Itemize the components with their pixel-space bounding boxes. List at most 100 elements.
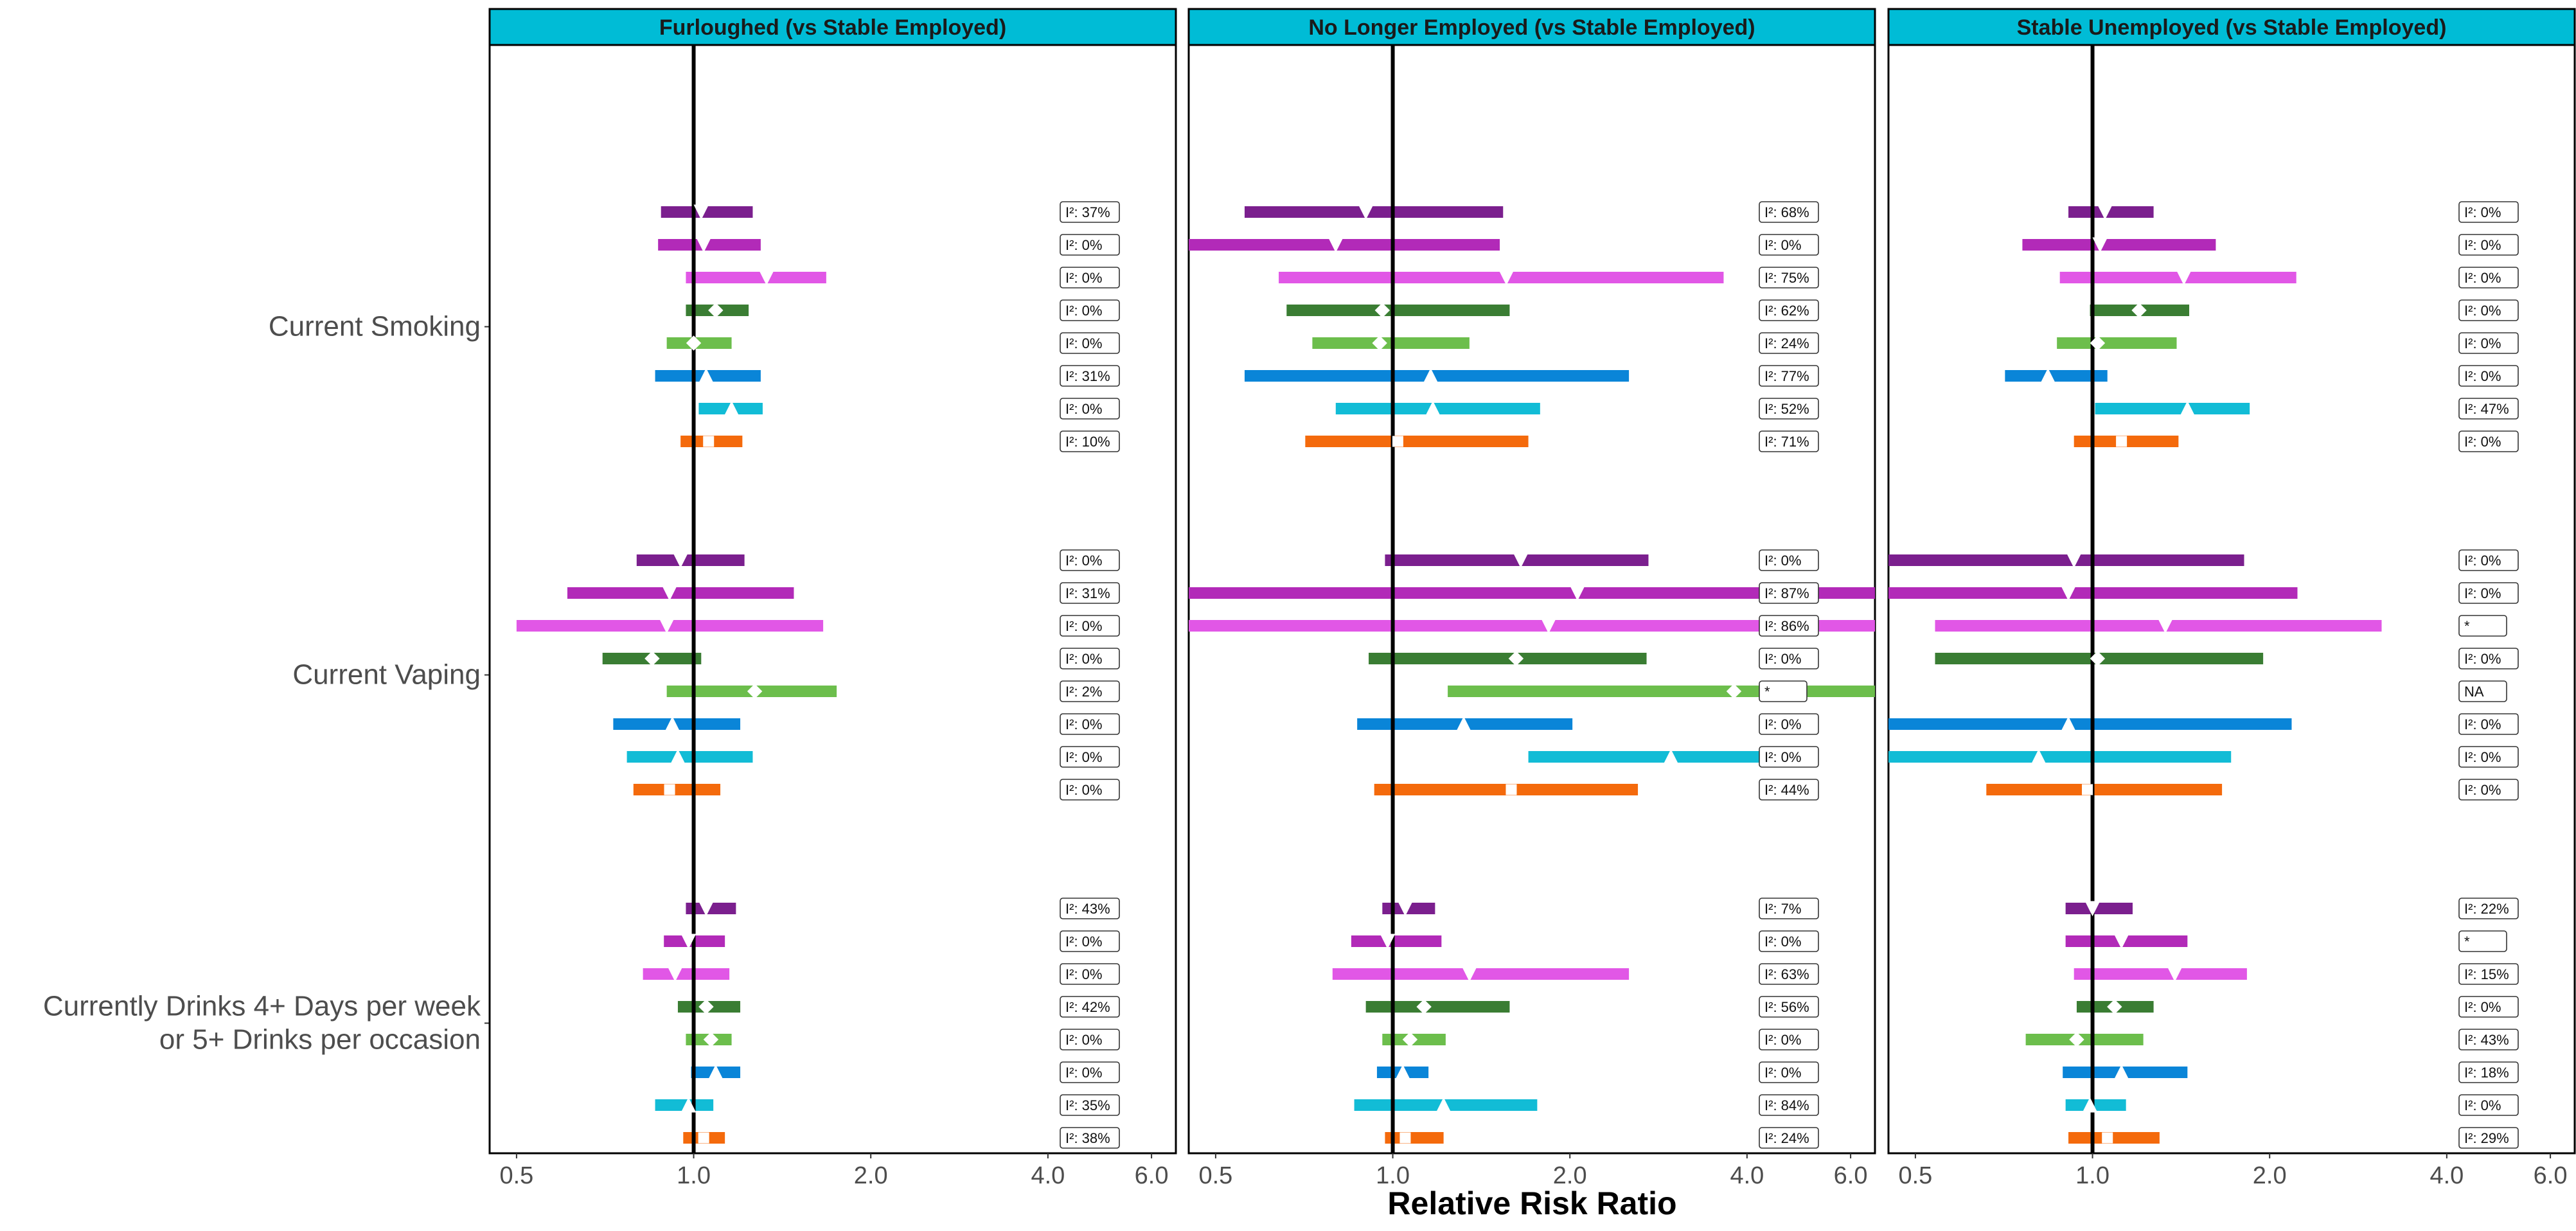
heterogeneity-label-box — [1060, 898, 1120, 919]
outcome-label: Current Smoking — [269, 311, 481, 342]
heterogeneity-label: I²: 0% — [2464, 270, 2501, 286]
heterogeneity-label: I²: 0% — [1065, 553, 1102, 569]
heterogeneity-label-box — [2458, 615, 2507, 637]
ci-bar — [1448, 686, 1875, 697]
estimate-marker-square — [2116, 436, 2127, 447]
x-tick-label: 6.0 — [2534, 1162, 2568, 1189]
ci-bar — [2065, 903, 2133, 914]
heterogeneity-label: I²: 0% — [2464, 651, 2501, 667]
heterogeneity-label-box — [1060, 201, 1120, 223]
x-tick-label: 4.0 — [1730, 1162, 1764, 1189]
heterogeneity-label-box — [1759, 713, 1819, 735]
heterogeneity-label-box — [2458, 582, 2519, 604]
ci-bar — [567, 587, 794, 599]
heterogeneity-label-box — [1759, 332, 1819, 354]
estimate-marker-triangle-up — [1423, 368, 1439, 384]
heterogeneity-label: I²: 0% — [1065, 966, 1102, 982]
heterogeneity-label: I²: 10% — [1065, 434, 1110, 450]
heterogeneity-label-box — [1060, 779, 1120, 801]
estimate-marker-triangle-down — [2092, 237, 2108, 253]
estimate-marker-diamond — [1374, 303, 1390, 318]
heterogeneity-label-box — [1759, 549, 1819, 571]
estimate-marker-triangle-down — [662, 585, 677, 601]
ci-bar — [1189, 239, 1500, 251]
heterogeneity-label-box — [1060, 963, 1120, 985]
estimate-marker-diamond — [2131, 303, 2147, 318]
heterogeneity-label-box — [1759, 398, 1819, 420]
ci-bar — [2022, 239, 2216, 251]
estimate-marker-square — [2102, 1132, 2113, 1144]
heterogeneity-label-box — [2458, 1094, 2519, 1116]
heterogeneity-label-box — [1060, 1061, 1120, 1083]
estimate-marker-triangle-up — [724, 400, 740, 416]
heterogeneity-label: I²: 37% — [1065, 204, 1110, 220]
estimate-marker-triangle-down — [696, 237, 711, 253]
heterogeneity-label-box — [1060, 365, 1120, 387]
ci-bar — [1385, 1132, 1444, 1144]
heterogeneity-label-box — [1759, 680, 1808, 702]
estimate-marker-triangle-down — [667, 966, 683, 982]
ci-bar — [655, 1099, 714, 1111]
ci-bar — [1369, 653, 1647, 664]
heterogeneity-label: I²: 0% — [2464, 434, 2501, 450]
heterogeneity-label: I²: 0% — [1065, 303, 1102, 319]
estimate-marker-diamond — [1508, 651, 1524, 666]
heterogeneity-label: I²: 47% — [2464, 401, 2509, 417]
heterogeneity-label: I²: 0% — [2464, 237, 2501, 253]
heterogeneity-label-box — [2458, 299, 2519, 321]
ci-bar — [1365, 1001, 1510, 1013]
heterogeneity-label-box — [1759, 1061, 1819, 1083]
heterogeneity-label-box — [2458, 779, 2519, 801]
estimate-marker-diamond — [1726, 684, 1742, 699]
panel-header-strip — [488, 8, 1177, 46]
heterogeneity-label: I²: 0% — [1764, 934, 1801, 950]
estimate-marker-triangle-up — [670, 748, 686, 765]
x-tick-label: 6.0 — [1135, 1162, 1169, 1189]
ci-bar — [1244, 370, 1630, 382]
estimate-marker-diamond — [2090, 651, 2106, 666]
estimate-marker-triangle-up — [708, 1064, 724, 1080]
estimate-marker-triangle-down — [1358, 204, 1374, 220]
heterogeneity-label: I²: 0% — [1764, 749, 1801, 765]
heterogeneity-label: I²: 75% — [1764, 270, 1809, 286]
ci-bar — [1888, 554, 2244, 566]
heterogeneity-label-box — [2458, 963, 2519, 985]
estimate-marker-triangle-down — [2084, 901, 2101, 917]
ci-bar — [1888, 718, 2292, 730]
heterogeneity-label: I²: 0% — [2464, 553, 2501, 569]
estimate-marker-triangle-down — [2066, 553, 2082, 569]
heterogeneity-label: I²: 0% — [1065, 237, 1102, 253]
heterogeneity-label-box — [2458, 713, 2519, 735]
estimate-marker-triangle-down — [2158, 618, 2173, 634]
heterogeneity-label-box — [2458, 930, 2507, 952]
heterogeneity-label: I²: 43% — [1065, 901, 1110, 917]
heterogeneity-label: I²: 0% — [1065, 1065, 1102, 1081]
heterogeneity-label: I²: 0% — [2464, 204, 2501, 220]
heterogeneity-label-box — [2458, 398, 2519, 420]
heterogeneity-label-box — [1060, 234, 1120, 256]
heterogeneity-label: I²: 71% — [1764, 434, 1809, 450]
ci-bar — [1986, 784, 2223, 795]
estimate-marker-square — [1399, 1132, 1411, 1144]
estimate-marker-triangle-up — [2180, 400, 2196, 416]
ci-bar — [1385, 554, 1649, 566]
ci-bar — [2095, 403, 2250, 414]
estimate-marker-triangle-up — [698, 368, 714, 384]
ci-bar — [658, 239, 761, 251]
estimate-marker-triangle-down — [1570, 585, 1585, 601]
heterogeneity-label-box — [1060, 267, 1120, 288]
estimate-marker-diamond — [644, 651, 660, 666]
outcome-label-line: Currently Drinks 4+ Days per week — [43, 991, 481, 1022]
ci-bar — [1335, 403, 1540, 414]
heterogeneity-label: NA — [2464, 684, 2484, 700]
heterogeneity-label-box — [2458, 234, 2519, 256]
heterogeneity-label-box — [1759, 1127, 1819, 1149]
heterogeneity-label: I²: 0% — [2464, 585, 2501, 601]
estimate-marker-diamond — [747, 684, 763, 699]
heterogeneity-label-box — [1759, 898, 1819, 919]
heterogeneity-label-box — [1060, 398, 1120, 420]
estimate-marker-square — [2082, 784, 2093, 795]
estimate-marker-triangle-down — [1498, 270, 1515, 286]
ci-bar — [1528, 751, 1760, 763]
heterogeneity-label: I²: 31% — [1065, 585, 1110, 601]
